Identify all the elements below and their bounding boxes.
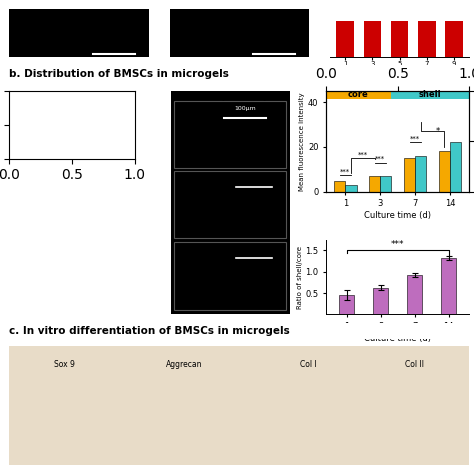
Text: ***: ***	[391, 240, 404, 249]
Bar	[174, 101, 286, 168]
Text: ***: ***	[340, 168, 350, 174]
Bar	[373, 288, 388, 314]
Bar	[336, 21, 354, 57]
Bar	[404, 158, 415, 191]
Text: Aggrecan: Aggrecan	[166, 360, 202, 369]
Bar	[174, 172, 286, 238]
Bar	[326, 91, 391, 99]
Y-axis label: Mean fluorescence intensity: Mean fluorescence intensity	[299, 92, 305, 191]
Y-axis label: Ratio of shell/core: Ratio of shell/core	[297, 246, 303, 309]
Text: Sox 9: Sox 9	[54, 360, 75, 369]
Text: CLSM(Section): CLSM(Section)	[193, 93, 267, 102]
Bar	[415, 156, 426, 191]
Text: ***: ***	[375, 156, 385, 162]
Bar	[391, 91, 469, 99]
Text: 100μm: 100μm	[234, 106, 255, 111]
Bar	[439, 152, 450, 191]
Bar	[339, 295, 354, 314]
Text: Col II: Col II	[405, 360, 424, 369]
Text: ***: ***	[410, 136, 420, 142]
Bar	[445, 21, 463, 57]
Text: b. Distribution of BMSCs in microgels: b. Distribution of BMSCs in microgels	[9, 69, 229, 79]
Bar	[346, 185, 356, 191]
Bar	[380, 176, 392, 191]
Bar	[418, 21, 436, 57]
X-axis label: Culture time (d): Culture time (d)	[372, 68, 428, 75]
Bar	[369, 176, 380, 191]
Bar	[391, 21, 409, 57]
Text: shell: shell	[419, 91, 441, 100]
X-axis label: Culture time (d): Culture time (d)	[364, 211, 431, 220]
Text: *: *	[436, 127, 440, 136]
Bar	[174, 242, 286, 310]
Bar	[334, 181, 346, 191]
Bar	[364, 21, 381, 57]
Bar	[407, 275, 422, 314]
Bar	[450, 143, 461, 191]
Text: c. In vitro differentiation of BMSCs in microgels: c. In vitro differentiation of BMSCs in …	[9, 326, 290, 336]
Text: ***: ***	[358, 152, 368, 158]
Text: Col I: Col I	[300, 360, 317, 369]
Bar	[441, 258, 456, 314]
Text: core: core	[348, 91, 369, 100]
X-axis label: Culture time (d): Culture time (d)	[364, 334, 431, 343]
